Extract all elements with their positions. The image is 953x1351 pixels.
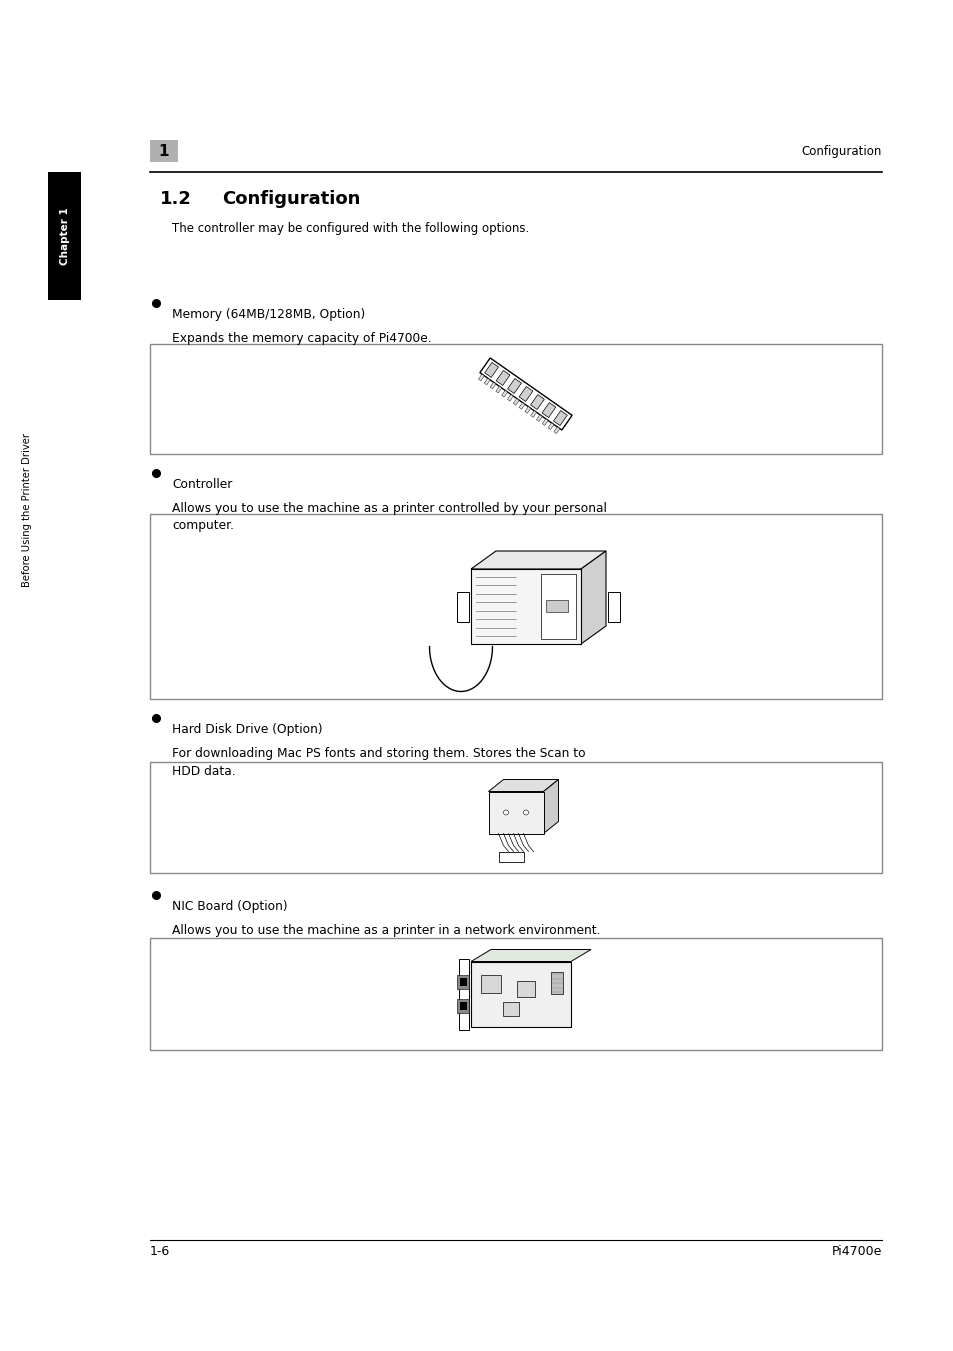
Bar — [507, 394, 513, 401]
Bar — [536, 415, 542, 422]
Bar — [150, 762, 882, 873]
Bar — [498, 851, 523, 862]
Text: 1: 1 — [158, 143, 169, 158]
Circle shape — [503, 811, 508, 815]
Bar — [513, 399, 518, 405]
Bar — [478, 374, 484, 381]
Polygon shape — [580, 551, 605, 644]
Text: The controller may be configured with the following options.: The controller may be configured with th… — [172, 222, 529, 235]
Polygon shape — [488, 780, 558, 792]
Bar — [150, 141, 178, 162]
Bar — [541, 403, 556, 417]
Bar — [496, 370, 510, 385]
Bar — [524, 407, 530, 413]
Bar — [150, 513, 882, 698]
Bar — [456, 998, 469, 1013]
Bar — [540, 574, 576, 639]
Bar — [530, 394, 544, 409]
Bar — [480, 975, 500, 993]
Bar — [518, 403, 524, 409]
Text: Memory (64MB/128MB, Option): Memory (64MB/128MB, Option) — [172, 308, 365, 322]
Bar — [459, 978, 467, 986]
Bar — [488, 792, 543, 834]
Bar — [545, 600, 567, 612]
Text: Chapter 1: Chapter 1 — [59, 207, 70, 265]
Bar — [507, 378, 521, 393]
Text: 1-6: 1-6 — [150, 1246, 170, 1258]
Text: 1.2: 1.2 — [160, 190, 192, 208]
Bar — [479, 358, 572, 430]
Bar — [471, 569, 580, 644]
Bar — [48, 172, 81, 300]
Text: Allows you to use the machine as a printer controlled by your personal
computer.: Allows you to use the machine as a print… — [172, 503, 606, 532]
Polygon shape — [543, 780, 558, 834]
Bar — [547, 423, 554, 430]
Bar — [554, 427, 559, 434]
Polygon shape — [471, 551, 605, 569]
Bar — [456, 592, 469, 621]
Text: Pi4700e: Pi4700e — [831, 1246, 882, 1258]
Bar — [518, 386, 533, 401]
Bar — [459, 1002, 467, 1011]
Circle shape — [523, 811, 528, 815]
Text: Configuration: Configuration — [801, 145, 882, 158]
Polygon shape — [471, 950, 590, 962]
Text: Controller: Controller — [172, 478, 233, 490]
Text: Configuration: Configuration — [222, 190, 360, 208]
Bar — [458, 958, 469, 1029]
Bar — [490, 382, 496, 389]
Bar — [484, 378, 490, 385]
Bar — [150, 345, 882, 454]
Bar — [553, 411, 567, 426]
Text: Before Using the Printer Driver: Before Using the Printer Driver — [22, 434, 32, 586]
Text: For downloading Mac PS fonts and storing them. Stores the Scan to
HDD data.: For downloading Mac PS fonts and storing… — [172, 747, 585, 777]
Bar — [496, 386, 501, 393]
Bar — [530, 411, 536, 417]
Bar — [501, 390, 507, 397]
Bar — [484, 362, 498, 377]
Text: Allows you to use the machine as a printer in a network environment.: Allows you to use the machine as a print… — [172, 924, 599, 938]
Text: Hard Disk Drive (Option): Hard Disk Drive (Option) — [172, 723, 322, 736]
Bar — [471, 962, 571, 1027]
Bar — [607, 592, 619, 621]
Bar — [541, 419, 548, 426]
Text: Expands the memory capacity of Pi4700e.: Expands the memory capacity of Pi4700e. — [172, 332, 431, 345]
Bar — [150, 938, 882, 1050]
Bar — [551, 971, 562, 994]
Bar — [456, 975, 469, 989]
Text: NIC Board (Option): NIC Board (Option) — [172, 900, 287, 913]
Bar — [502, 1002, 518, 1016]
Bar — [517, 981, 535, 997]
